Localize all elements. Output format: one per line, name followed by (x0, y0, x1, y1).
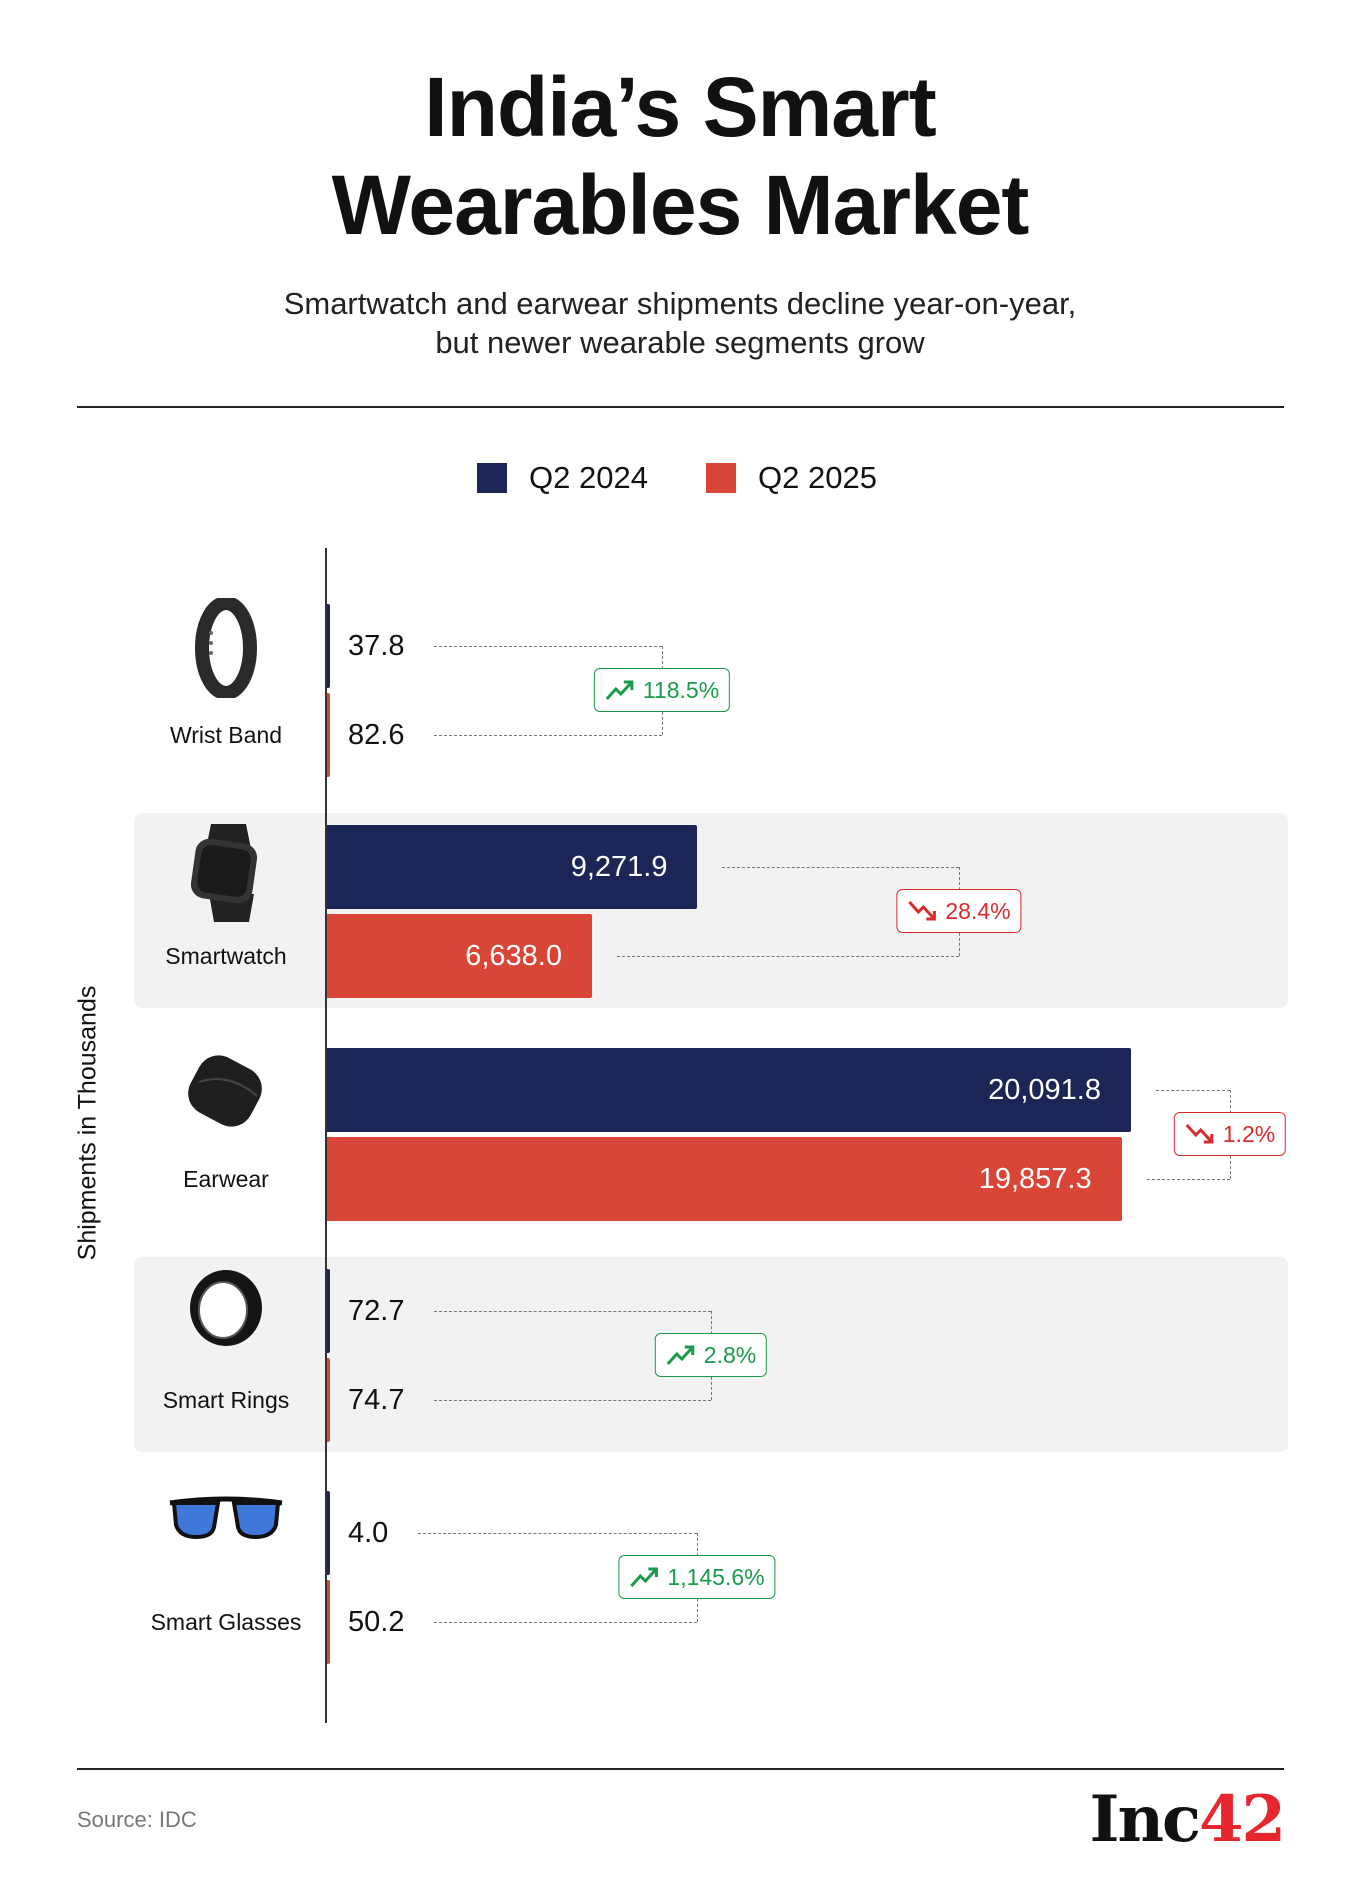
top-divider (77, 406, 1284, 408)
value-label: 74.7 (348, 1384, 405, 1416)
page-title: India’s Smart Wearables Market (0, 58, 1360, 254)
bar-q2-2024 (326, 1269, 330, 1353)
title-line-1: India’s Smart (424, 60, 936, 154)
value-label: 37.8 (348, 630, 405, 662)
value-label: 9,271.9 (570, 851, 668, 883)
bottom-divider (77, 1768, 1284, 1770)
category-label: Smartwatch (165, 943, 287, 969)
logo-text: Inc (1089, 1782, 1201, 1857)
connector-line (417, 1533, 697, 1534)
change-badge: 28.4% (896, 889, 1022, 933)
subtitle: Smartwatch and earwear shipments decline… (0, 284, 1360, 362)
value-label: 6,638.0 (465, 940, 562, 972)
connector-line (434, 1311, 711, 1312)
value-label: 20,091.8 (988, 1074, 1101, 1106)
legend-label: Q2 2024 (529, 460, 648, 495)
bar-q2-2025 (326, 693, 330, 777)
bar-q2-2025 (326, 1137, 1122, 1221)
category-label: Wrist Band (169, 722, 283, 748)
connector-line (434, 1400, 711, 1401)
bar-q2-2025 (326, 1580, 330, 1664)
connector-line (434, 1622, 697, 1623)
smartwatch-icon (111, 819, 341, 930)
trend-down-icon (908, 900, 936, 921)
bar-q2-2024 (326, 1048, 1131, 1132)
change-label: 2.8% (703, 1341, 757, 1368)
change-badge: 2.8% (654, 1333, 768, 1377)
connector-line (1146, 1179, 1230, 1180)
value-label: 50.2 (348, 1606, 405, 1638)
change-badge: 1,145.6% (618, 1555, 776, 1599)
change-badge: 1.2% (1173, 1112, 1287, 1156)
trend-up-icon (605, 680, 634, 701)
trend-up-icon (630, 1567, 658, 1588)
smart-ring-icon (111, 1263, 341, 1359)
connector-line (722, 867, 959, 868)
smart-glasses-icon (111, 1485, 341, 1551)
legend-q2-2025: Q2 2025 (706, 460, 877, 496)
trend-down-icon (1185, 1123, 1214, 1144)
value-label: 4.0 (348, 1517, 389, 1549)
earwear-icon (111, 1042, 341, 1143)
legend-swatch-q2-2025 (706, 463, 736, 493)
bar-q2-2024 (326, 1491, 330, 1575)
connector-line (434, 646, 662, 647)
change-label: 28.4% (945, 897, 1011, 924)
inc42-logo: Inc42 (1089, 1782, 1287, 1857)
category-label: Smart Glasses (150, 1609, 302, 1635)
bar-q2-2024 (326, 604, 330, 688)
bar-q2-2025 (326, 1358, 330, 1442)
category-label: Earwear (183, 1166, 269, 1192)
value-label: 72.7 (348, 1295, 405, 1327)
connector-line (434, 735, 662, 736)
wrist-band-icon (111, 596, 341, 704)
change-label: 1.2% (1222, 1120, 1276, 1147)
value-label: 19,857.3 (978, 1163, 1092, 1195)
change-label: 118.5% (642, 676, 720, 703)
subtitle-line-2: but newer wearable segments grow (435, 325, 925, 360)
connector-line (616, 956, 959, 957)
y-axis-label: Shipments in Thousands (73, 985, 102, 1261)
legend-label: Q2 2025 (758, 460, 877, 495)
subtitle-line-1: Smartwatch and earwear shipments decline… (283, 286, 1077, 321)
legend-q2-2024: Q2 2024 (477, 460, 648, 496)
bar-q2-2024 (326, 825, 698, 909)
title-line-2: Wearables Market (331, 158, 1030, 252)
change-badge: 118.5% (593, 668, 731, 712)
bar-q2-2025 (326, 914, 592, 998)
category-label: Smart Rings (162, 1387, 290, 1413)
legend-swatch-q2-2024 (477, 463, 507, 493)
connector-line (1156, 1090, 1230, 1091)
change-label: 1,145.6% (667, 1563, 765, 1590)
logo-number: 42 (1198, 1782, 1286, 1857)
y-axis-line (325, 548, 327, 1723)
trend-up-icon (666, 1345, 695, 1366)
source-note: Source: IDC (77, 1807, 197, 1832)
value-label: 82.6 (348, 719, 405, 751)
